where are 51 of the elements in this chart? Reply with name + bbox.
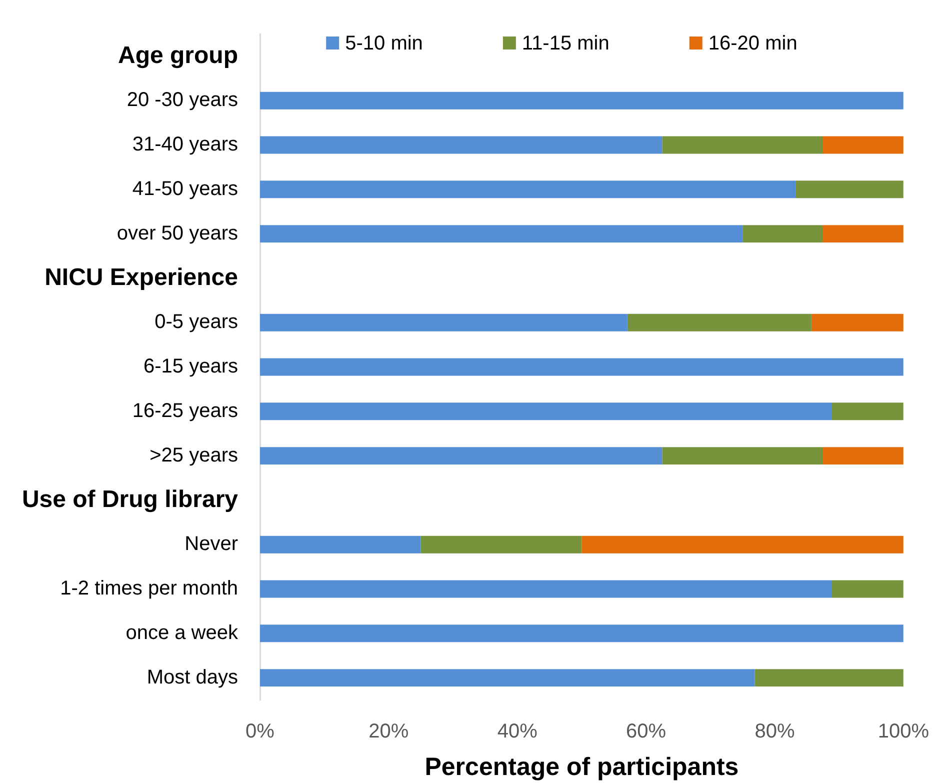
y-tick-label: 20 -30 years [126,89,238,112]
bar [662,136,823,154]
bar [260,314,628,332]
bar [822,447,904,465]
y-tick-label: >25 years [150,444,238,466]
bar [260,447,662,465]
bar [822,225,904,243]
y-tick-label: over 50 years [116,222,238,244]
y-tick-label: Most days [146,666,238,688]
bar [260,180,796,198]
x-tick-label: 0% [246,720,275,743]
y-tick-label: 31-40 years [132,134,238,156]
bar [832,580,904,598]
bar [796,180,904,198]
y-tick-label: 1-2 times per month [60,578,238,600]
bar [260,669,755,687]
bar [811,314,904,332]
y-tick-label: 6-15 years [144,356,238,378]
legend-label: 5-10 min [345,32,423,55]
bar [662,447,823,465]
y-tick-label: NICU Experience [44,264,238,291]
bar [822,136,904,154]
bar [260,580,832,598]
bar [260,402,832,420]
y-tick-label: 41-50 years [132,178,238,200]
x-tick-label: 80% [754,720,795,743]
bar [754,669,904,687]
y-tick-label: 16-25 years [132,400,238,422]
bar [260,536,421,554]
y-tick-label: Age group [118,42,238,69]
bar [582,536,904,554]
bar [260,136,662,154]
bar [742,225,823,243]
bar [420,536,582,554]
y-tick-label: 0-5 years [154,311,238,334]
x-tick-label: 60% [626,720,666,743]
y-tick-label: Use of Drug library [22,486,239,513]
x-tick-label: 40% [497,720,538,743]
legend-label: 16-20 min [708,32,798,55]
bar [260,92,904,110]
y-tick-label: Never [184,533,238,556]
x-axis-title: Percentage of participants [424,752,739,781]
legend-label: 11-15 min [522,32,610,55]
bar [260,358,904,376]
y-tick-label: once a week [126,622,239,644]
x-tick-label: 100% [878,720,930,743]
bar [832,402,904,420]
bar [260,624,904,642]
bar [627,314,812,332]
bar [260,225,743,243]
x-tick-label: 20% [368,720,409,743]
